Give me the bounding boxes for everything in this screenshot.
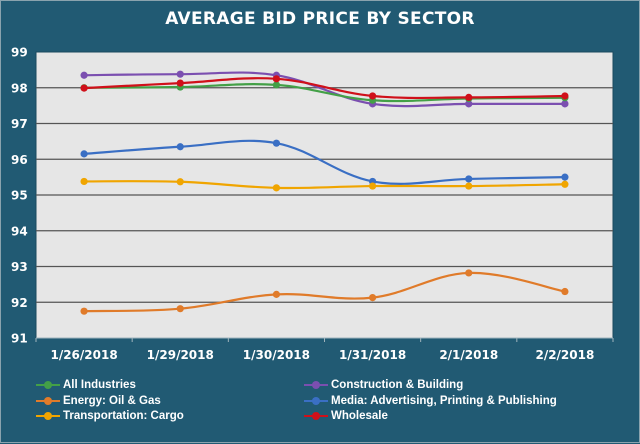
data-point-media-advertising-printing-publishing: [561, 173, 569, 181]
legend-marker-icon: [36, 396, 60, 406]
legend-label: Media: Advertising, Printing & Publishin…: [331, 394, 557, 407]
legend-marker-icon: [304, 396, 328, 406]
legend-item-construction-building: Construction & Building: [304, 379, 463, 391]
data-point-media-advertising-printing-publishing: [176, 143, 184, 151]
data-point-construction-building: [176, 70, 184, 78]
y-tick-label: 97: [11, 117, 28, 131]
x-tick-label: 2/2/2018: [535, 348, 594, 362]
data-point-transportation-cargo: [80, 177, 88, 186]
y-tick-label: 92: [11, 296, 28, 310]
series-line-media-advertising-printing-publishing: [82, 139, 567, 185]
data-point-wholesale: [368, 92, 377, 100]
legend-marker-icon: [304, 380, 328, 390]
data-point-all-industries: [272, 81, 281, 89]
data-point-media-advertising-printing-publishing: [272, 139, 281, 147]
legend-label: Construction & Building: [331, 379, 464, 391]
data-point-wholesale: [272, 75, 281, 83]
x-tick-label: 1/30/2018: [243, 348, 310, 362]
series-line-transportation-cargo: [82, 180, 567, 190]
data-point-wholesale: [465, 93, 473, 102]
data-point-energy-oil-gas: [176, 305, 184, 313]
data-point-transportation-cargo: [561, 180, 569, 188]
data-point-energy-oil-gas: [368, 294, 377, 302]
legend-label: Transportation: Cargo: [63, 410, 184, 422]
data-point-wholesale: [176, 79, 184, 87]
y-tick-label: 93: [11, 260, 28, 274]
legend-marker-icon: [36, 380, 60, 390]
y-tick-label: 95: [11, 189, 28, 203]
x-tick-label: 2/1/2018: [439, 348, 498, 362]
data-point-energy-oil-gas: [561, 287, 569, 296]
legend-item-energy-oil-gas: Energy: Oil & Gas: [36, 395, 161, 407]
series-line-energy-oil-gas: [82, 271, 567, 313]
y-tick-label: 99: [11, 46, 28, 60]
y-tick-label: 96: [11, 153, 28, 167]
legend-label: Wholesale: [331, 410, 388, 422]
data-point-media-advertising-printing-publishing: [80, 150, 88, 158]
legend-marker-icon: [36, 411, 60, 421]
series-line-wholesale: [82, 77, 567, 100]
data-point-construction-building: [80, 71, 88, 79]
data-point-transportation-cargo: [465, 182, 473, 190]
legend-label: Energy: Oil & Gas: [63, 394, 161, 407]
y-tick-label: 98: [11, 81, 28, 95]
data-point-transportation-cargo: [272, 184, 281, 192]
data-point-construction-building: [561, 100, 569, 108]
data-point-energy-oil-gas: [80, 307, 88, 315]
data-point-media-advertising-printing-publishing: [465, 175, 473, 183]
data-point-construction-building: [465, 100, 473, 108]
legend-item-transportation-cargo: Transportation: Cargo: [36, 410, 184, 422]
y-tick-label: 94: [11, 224, 28, 238]
x-tick-label: 1/26/2018: [50, 348, 117, 362]
legend-item-media-advertising-printing-publishing: Media: Advertising, Printing & Publishin…: [304, 395, 557, 407]
data-point-energy-oil-gas: [272, 290, 281, 298]
y-tick-label: 91: [11, 332, 28, 346]
legend-marker-icon: [304, 411, 328, 421]
legend-label: All Industries: [63, 379, 136, 391]
data-point-transportation-cargo: [176, 178, 184, 186]
x-tick-label: 1/29/2018: [147, 348, 214, 362]
chart-title: AVERAGE BID PRICE BY SECTOR: [165, 9, 475, 29]
series-line-construction-building: [82, 71, 567, 108]
data-point-energy-oil-gas: [465, 269, 473, 277]
legend-item-wholesale: Wholesale: [304, 410, 388, 422]
legend-item-all-industries: All Industries: [36, 379, 136, 391]
data-point-wholesale: [561, 92, 569, 100]
data-point-transportation-cargo: [368, 182, 377, 190]
data-point-wholesale: [80, 84, 88, 92]
x-tick-label: 1/31/2018: [339, 348, 406, 362]
